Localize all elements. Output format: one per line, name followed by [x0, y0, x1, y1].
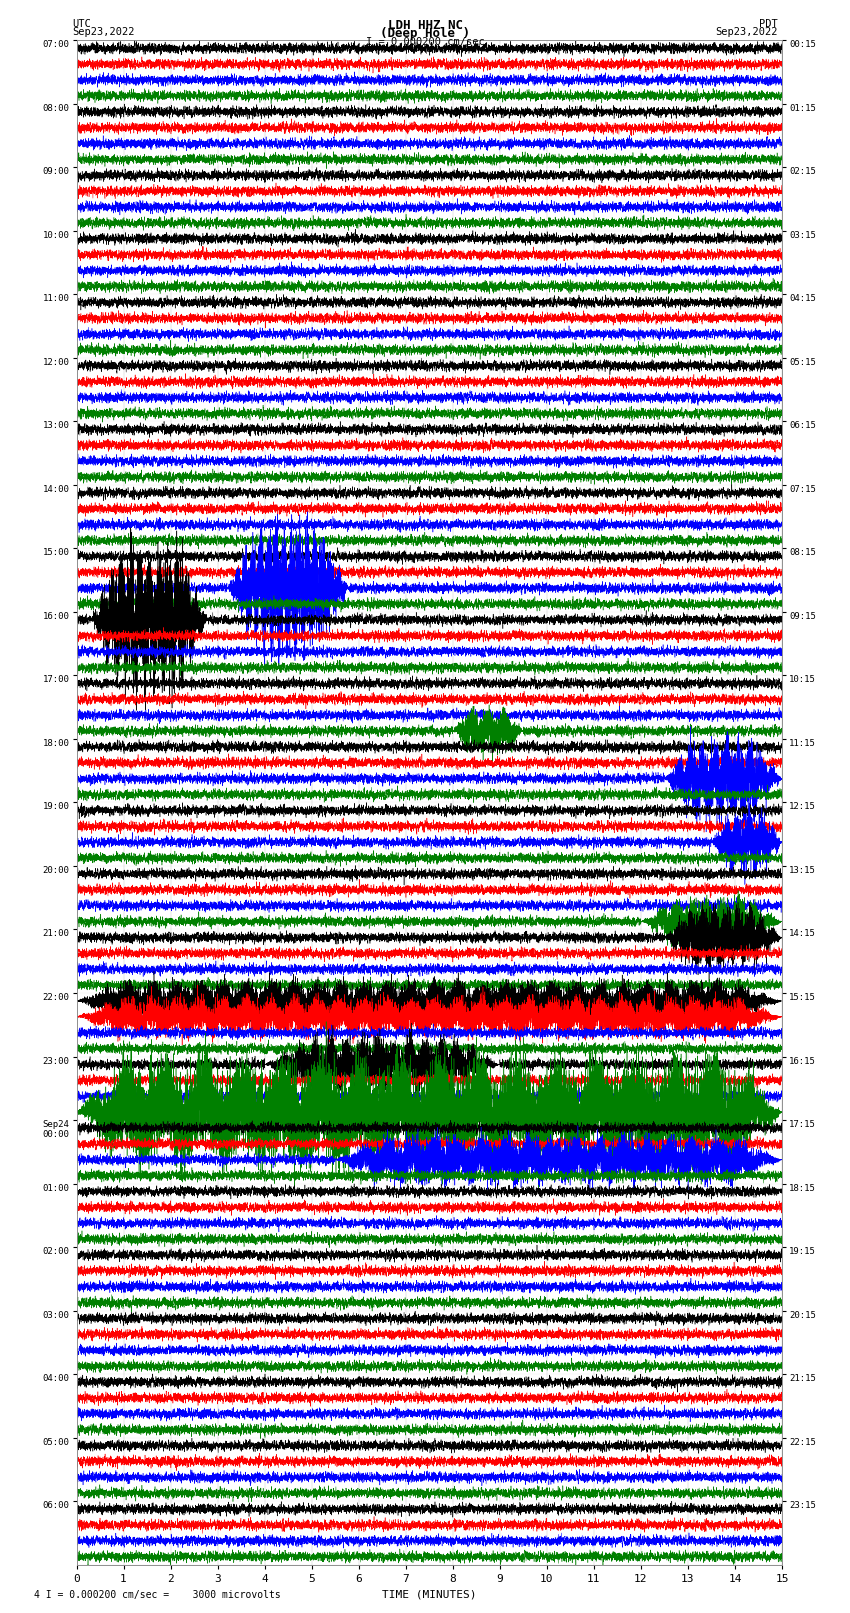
Text: (Deep Hole ): (Deep Hole ): [380, 27, 470, 40]
Text: UTC: UTC: [72, 19, 91, 29]
Text: 4 I = 0.000200 cm/sec =    3000 microvolts: 4 I = 0.000200 cm/sec = 3000 microvolts: [34, 1590, 280, 1600]
Text: Sep23,2022: Sep23,2022: [715, 27, 778, 37]
Text: Sep23,2022: Sep23,2022: [72, 27, 135, 37]
X-axis label: TIME (MINUTES): TIME (MINUTES): [382, 1589, 477, 1598]
Text: PDT: PDT: [759, 19, 778, 29]
Text: I = 0.000200 cm/sec: I = 0.000200 cm/sec: [366, 37, 484, 47]
Text: LDH HHZ NC: LDH HHZ NC: [388, 19, 462, 32]
